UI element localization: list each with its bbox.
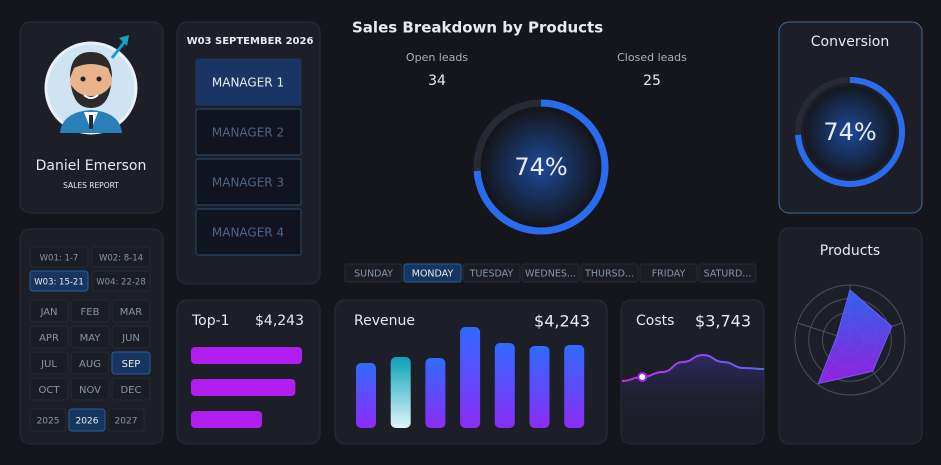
manager-label[interactable]: MANAGER 3 <box>212 176 284 190</box>
closed-leads-value: 25 <box>643 73 661 89</box>
year-button[interactable] <box>107 408 145 432</box>
week-button-label[interactable]: W01: 1-7 <box>40 254 79 264</box>
manager-period: W03 SEPTEMBER 2026 <box>187 36 314 47</box>
month-button-label[interactable]: APR <box>39 333 59 344</box>
profile-name: Daniel Emerson <box>36 158 147 174</box>
donut-glow <box>484 110 598 224</box>
donut-label: 74% <box>823 118 876 146</box>
month-button[interactable] <box>111 377 151 401</box>
month-button-label[interactable]: MAR <box>120 307 142 318</box>
day-button-label[interactable]: TUESDAY <box>469 269 514 280</box>
year-button[interactable] <box>68 408 106 432</box>
day-button[interactable] <box>639 263 698 283</box>
products-title: Products <box>820 243 880 259</box>
month-button[interactable] <box>70 299 110 323</box>
revenue-bar <box>390 357 411 428</box>
top1-value: $4,243 <box>255 313 304 329</box>
month-button[interactable] <box>29 325 69 349</box>
costs-value: $3,743 <box>695 312 751 331</box>
month-button[interactable] <box>111 325 151 349</box>
day-button[interactable] <box>580 263 639 283</box>
top1-bar <box>191 379 296 396</box>
week-button[interactable] <box>29 246 89 268</box>
day-button[interactable] <box>344 263 403 283</box>
revenue-value: $4,243 <box>534 312 590 331</box>
top1-title: Top-1 <box>191 313 230 329</box>
conversion-title: Conversion <box>811 34 890 50</box>
closed-leads-label: Closed leads <box>617 51 687 64</box>
day-button-label[interactable]: WEDNES... <box>525 269 576 280</box>
month-button-label[interactable]: AUG <box>79 359 101 370</box>
month-button[interactable] <box>29 351 69 375</box>
week-button[interactable] <box>29 270 89 292</box>
manager-label[interactable]: MANAGER 1 <box>212 76 284 90</box>
month-button-label[interactable]: JAN <box>39 307 57 318</box>
avatar <box>44 35 138 135</box>
month-button-label[interactable]: SEP <box>122 359 141 370</box>
week-button[interactable] <box>91 270 151 292</box>
open-leads-value: 34 <box>428 73 446 89</box>
profile-subtitle: SALES REPORT <box>63 181 119 190</box>
week-button-label[interactable]: W03: 15-21 <box>34 278 84 288</box>
costs-marker <box>637 372 648 382</box>
revenue-bar <box>425 358 446 428</box>
breakdown-title: Sales Breakdown by Products <box>352 19 603 37</box>
month-button-label[interactable]: FEB <box>81 307 100 318</box>
donut-glow <box>804 86 896 178</box>
day-button[interactable] <box>521 263 580 283</box>
month-button[interactable] <box>29 299 69 323</box>
costs-title: Costs <box>636 313 674 329</box>
month-button-label[interactable]: DEC <box>120 385 141 396</box>
month-button[interactable] <box>70 325 110 349</box>
manager-button[interactable] <box>195 108 302 156</box>
donut-arc <box>795 77 905 187</box>
year-button-label[interactable]: 2026 <box>76 417 99 427</box>
month-button-label[interactable]: JUL <box>40 359 57 370</box>
manager-label[interactable]: MANAGER 2 <box>212 126 284 140</box>
costs-area <box>622 355 764 425</box>
month-button[interactable] <box>29 377 69 401</box>
manager-button[interactable] <box>195 58 302 106</box>
day-button-label[interactable]: FRIDAY <box>652 269 686 280</box>
top1-bar <box>191 411 263 428</box>
revenue-bar <box>460 327 481 428</box>
year-button-label[interactable]: 2027 <box>115 417 138 427</box>
day-button-label[interactable]: MONDAY <box>412 269 454 280</box>
radar-area <box>817 289 893 385</box>
revenue-bar <box>356 363 376 428</box>
open-leads-label: Open leads <box>406 51 468 64</box>
revenue-title: Revenue <box>354 313 415 329</box>
month-button-label[interactable]: OCT <box>39 385 61 396</box>
day-button-label[interactable]: THURSD... <box>584 269 634 280</box>
month-button[interactable] <box>70 351 110 375</box>
day-button-label[interactable]: SATURD... <box>704 269 752 280</box>
month-button-label[interactable]: NOV <box>79 385 101 396</box>
manager-button[interactable] <box>195 158 302 206</box>
revenue-bar <box>494 343 515 428</box>
year-button-label[interactable]: 2025 <box>37 417 60 427</box>
month-button[interactable] <box>111 299 151 323</box>
week-button-label[interactable]: W04: 22-28 <box>96 278 146 288</box>
manager-button[interactable] <box>195 208 302 256</box>
year-button[interactable] <box>29 408 67 432</box>
month-button-label[interactable]: MAY <box>80 333 102 344</box>
day-button-label[interactable]: SUNDAY <box>354 269 393 280</box>
revenue-bar <box>564 345 585 428</box>
day-button[interactable] <box>462 263 521 283</box>
month-button[interactable] <box>70 377 110 401</box>
manager-label[interactable]: MANAGER 4 <box>212 226 284 240</box>
day-button[interactable] <box>698 263 757 283</box>
month-button-label[interactable]: JUN <box>121 333 140 344</box>
day-button[interactable] <box>403 263 462 283</box>
donut-arc <box>473 99 609 235</box>
week-button[interactable] <box>91 246 151 268</box>
week-button-label[interactable]: W02: 8-14 <box>99 254 143 264</box>
top1-bar <box>191 347 302 364</box>
revenue-bar <box>529 346 550 428</box>
donut-label: 74% <box>514 153 567 181</box>
top1-card <box>176 299 321 445</box>
month-button[interactable] <box>111 351 151 375</box>
